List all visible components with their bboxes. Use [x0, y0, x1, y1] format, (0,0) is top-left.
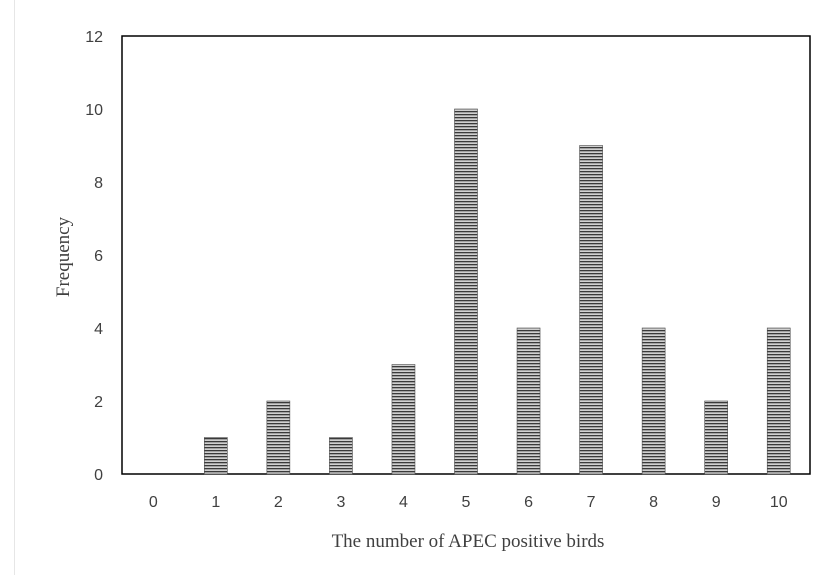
- x-tick-label: 2: [274, 494, 283, 511]
- x-axis-title: The number of APEC positive birds: [332, 531, 605, 552]
- bar-9: [704, 400, 728, 475]
- page-edge-rule: [14, 0, 15, 575]
- bar-7: [579, 145, 603, 475]
- bar-6: [516, 327, 541, 475]
- y-tick-labels: 0 2 4 6 8 10 12: [85, 29, 103, 484]
- x-tick-label: 7: [587, 494, 596, 511]
- bar-1: [204, 437, 228, 475]
- x-tick-label: 4: [399, 494, 408, 511]
- x-tick-label: 6: [524, 494, 533, 511]
- bars-group: [204, 108, 791, 475]
- x-tick-label: 9: [712, 494, 721, 511]
- bar-5: [454, 108, 478, 475]
- bar-8: [641, 327, 666, 475]
- y-tick-label: 10: [85, 102, 103, 119]
- y-axis-title: Frequency: [53, 216, 74, 297]
- bar-4: [391, 364, 416, 475]
- y-tick-label: 6: [94, 248, 103, 265]
- bar-2: [266, 400, 291, 475]
- x-tick-label: 1: [211, 494, 220, 511]
- x-tick-label: 3: [336, 494, 345, 511]
- y-tick-label: 12: [85, 29, 103, 46]
- x-tick-label: 0: [149, 494, 158, 511]
- x-tick-labels: 0 1 2 3 4 5 6 7 8 9 10: [149, 494, 788, 511]
- y-tick-label: 0: [94, 467, 103, 484]
- y-tick-label: 8: [94, 175, 103, 192]
- x-tick-label: 8: [649, 494, 658, 511]
- bar-10: [766, 327, 791, 475]
- y-tick-label: 2: [94, 394, 103, 411]
- y-tick-label: 4: [94, 321, 103, 338]
- bar-3: [329, 437, 353, 475]
- x-tick-label: 10: [770, 494, 788, 511]
- x-tick-label: 5: [462, 494, 471, 511]
